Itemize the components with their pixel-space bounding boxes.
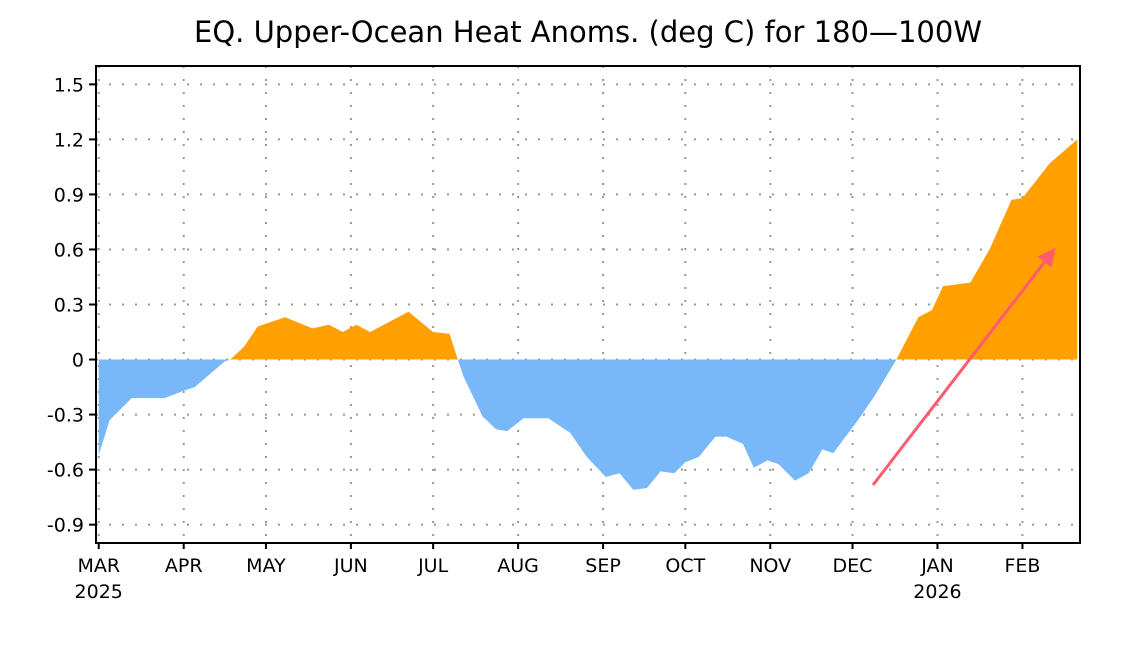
x-tick-label: MAR bbox=[77, 555, 120, 577]
y-tick-label: 1.2 bbox=[54, 129, 84, 151]
x-tick-label: APR bbox=[165, 555, 203, 577]
x-tick-label: DEC bbox=[833, 555, 873, 577]
y-tick-label: -0.6 bbox=[47, 460, 84, 482]
positive-anomaly-area bbox=[98, 139, 1078, 360]
x-year-label: 2026 bbox=[913, 581, 961, 603]
plot-frame bbox=[95, 65, 1081, 544]
negative-anomaly-area bbox=[98, 359, 897, 490]
x-tick-label: OCT bbox=[665, 555, 705, 577]
grid bbox=[96, 66, 1080, 543]
y-tick-label: -0.9 bbox=[47, 515, 84, 537]
x-tick-label: AUG bbox=[497, 555, 539, 577]
x-tick-label: JAN bbox=[920, 555, 953, 577]
x-tick-label: FEB bbox=[1004, 555, 1040, 577]
y-tick-label: -0.3 bbox=[47, 405, 84, 427]
annotation-arrow bbox=[871, 247, 1056, 486]
x-tick-label: JUL bbox=[417, 555, 449, 577]
x-year-label: 2025 bbox=[75, 581, 123, 603]
x-tick-label: MAY bbox=[246, 555, 286, 577]
y-tick-label: 0.9 bbox=[54, 184, 84, 206]
y-tick-label: 0.3 bbox=[54, 295, 84, 317]
y-tick-label: 1.5 bbox=[54, 74, 84, 96]
chart-title: EQ. Upper-Ocean Heat Anoms. (deg C) for … bbox=[194, 15, 982, 49]
x-tick-label: SEP bbox=[585, 555, 621, 577]
y-tick-label: 0.6 bbox=[54, 239, 84, 261]
x-tick-label: JUN bbox=[333, 555, 368, 577]
y-tick-label: 0 bbox=[72, 350, 84, 372]
axes: 1.5 1.2 0.9 0.6 0.3 0 -0.3 -0.6 -0.9 MAR 2025 APR MA… bbox=[47, 74, 1041, 603]
x-tick-label: NOV bbox=[749, 555, 791, 577]
